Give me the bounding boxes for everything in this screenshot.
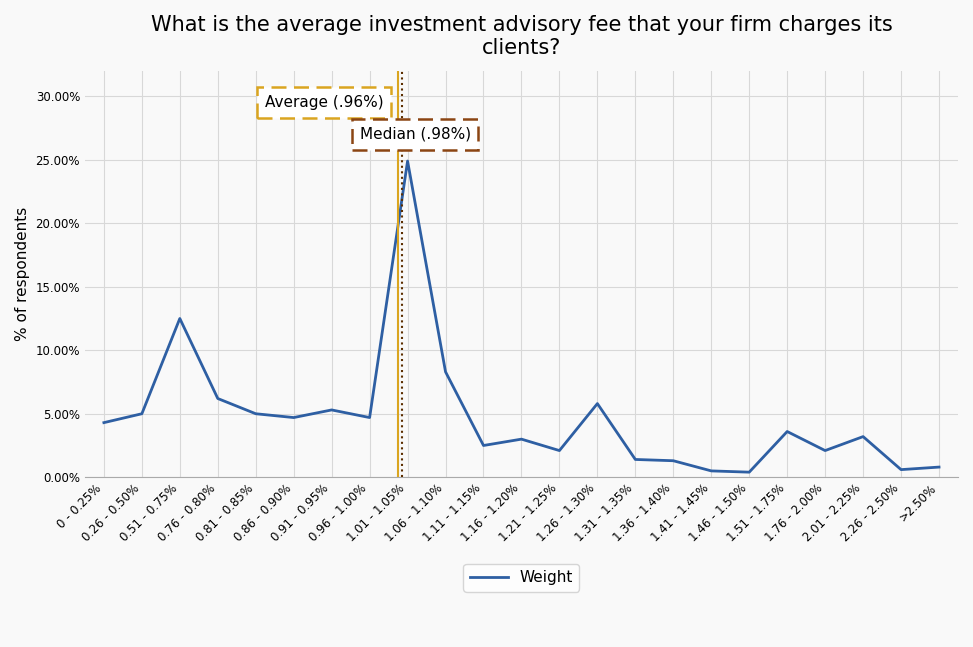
Y-axis label: % of respondents: % of respondents xyxy=(15,207,30,341)
Text: Average (.96%): Average (.96%) xyxy=(265,95,383,110)
Legend: Weight: Weight xyxy=(463,564,580,591)
Title: What is the average investment advisory fee that your firm charges its
clients?: What is the average investment advisory … xyxy=(151,15,892,58)
Text: Median (.98%): Median (.98%) xyxy=(360,127,471,142)
